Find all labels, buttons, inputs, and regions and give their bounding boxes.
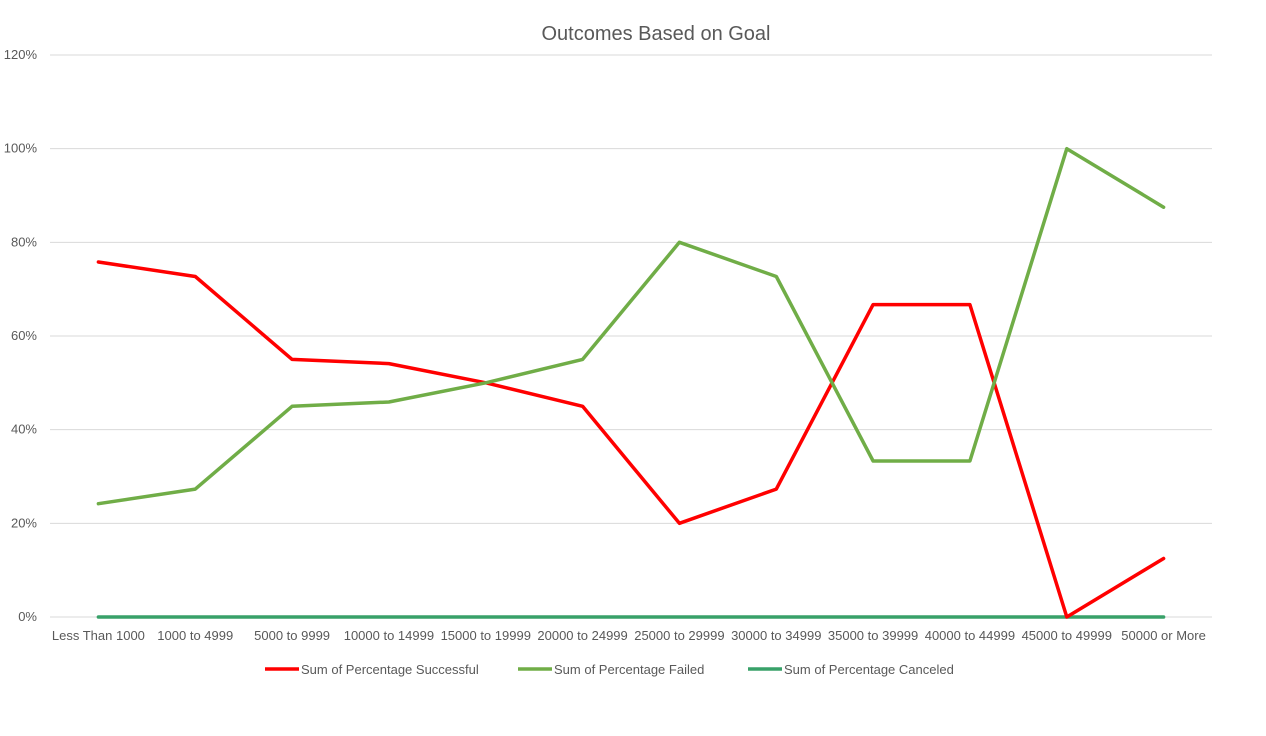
legend-label: Sum of Percentage Successful [301, 662, 479, 677]
x-axis-ticks: Less Than 1000 1000 to 4999 5000 to 9999 10… [52, 628, 1206, 643]
y-tick-label: 120% [4, 47, 38, 62]
x-tick-label: 5000 to 9999 [254, 628, 330, 643]
x-tick-label: Less Than 1000 [52, 628, 145, 643]
legend-label: Sum of Percentage Canceled [784, 662, 954, 677]
y-tick-label: 100% [4, 141, 38, 156]
x-tick-label: 30000 to 34999 [731, 628, 821, 643]
x-tick-label: 25000 to 29999 [634, 628, 724, 643]
x-tick-label: 40000 to 44999 [925, 628, 1015, 643]
legend: Sum of Percentage Successful Sum of Perce… [265, 662, 954, 677]
x-tick-label: 35000 to 39999 [828, 628, 918, 643]
x-tick-label: 45000 to 49999 [1022, 628, 1112, 643]
series-lines [96, 146, 1166, 619]
y-tick-label: 20% [11, 515, 37, 530]
series-line-failed [96, 146, 1166, 506]
y-tick-label: 40% [11, 422, 37, 437]
y-tick-label: 80% [11, 234, 37, 249]
x-tick-label: 10000 to 14999 [344, 628, 434, 643]
y-axis-ticks: 0% 20% 40% 60% 80% 100% 120% [4, 47, 38, 624]
x-tick-label: 1000 to 4999 [157, 628, 233, 643]
legend-label: Sum of Percentage Failed [554, 662, 704, 677]
x-tick-label: 20000 to 24999 [537, 628, 627, 643]
y-tick-label: 60% [11, 328, 37, 343]
series-line-successful [96, 260, 1166, 619]
gridlines [50, 54, 1212, 618]
x-tick-label: 50000 or More [1121, 628, 1206, 643]
y-tick-label: 0% [18, 609, 37, 624]
chart-title: Outcomes Based on Goal [541, 23, 770, 45]
x-tick-label: 15000 to 19999 [441, 628, 531, 643]
